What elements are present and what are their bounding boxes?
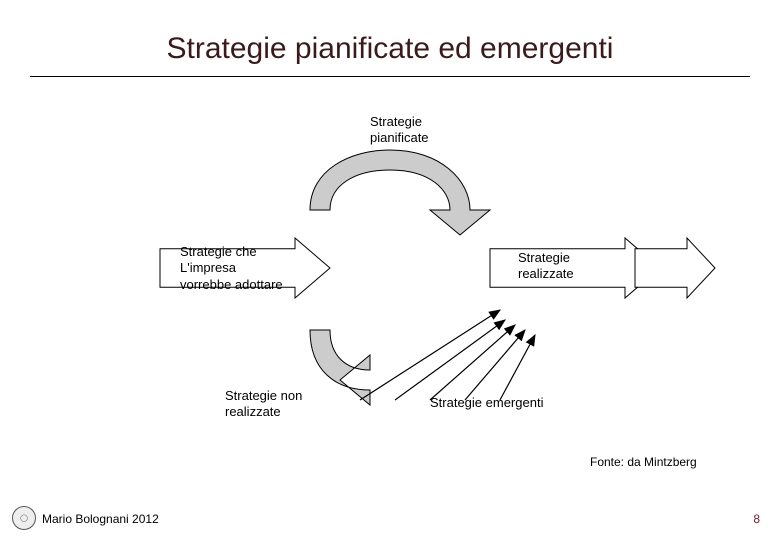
emergent-arrow <box>465 330 525 400</box>
curved-arrow-bottom <box>310 330 370 405</box>
emergent-arrow <box>395 320 505 400</box>
label-realizzate: Strategie realizzate <box>518 250 574 283</box>
emergent-arrow <box>500 335 535 400</box>
block-arrow <box>635 238 715 298</box>
source-note: Fonte: da Mintzberg <box>590 455 697 469</box>
emergent-arrow <box>360 310 500 400</box>
page-number: 8 <box>753 512 760 526</box>
label-pianificate: Strategie pianificate <box>370 114 429 147</box>
curved-arrow-top <box>310 150 490 235</box>
footer-logo-icon: ◯ <box>12 506 36 530</box>
emergent-arrow <box>430 325 515 400</box>
label-che-impresa: Strategie che L'impresa vorrebbe adottar… <box>180 244 283 293</box>
label-non-realizzate: Strategie non realizzate <box>225 388 302 421</box>
label-emergenti: Strategie emergenti <box>430 395 543 411</box>
footer-author: Mario Bolognani 2012 <box>42 512 159 526</box>
